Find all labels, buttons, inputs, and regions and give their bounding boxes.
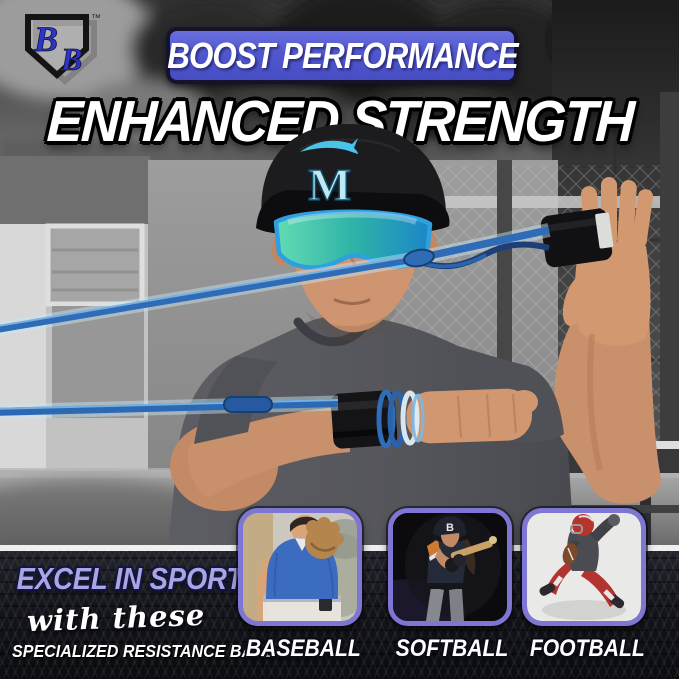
sport-label-football: FOOTBALL — [529, 635, 645, 662]
crossed-arm — [170, 356, 538, 511]
band-coils — [376, 389, 425, 449]
home-plate-logo-icon — [25, 14, 97, 86]
athlete-head: M — [256, 124, 450, 340]
softball-batter-photo: B — [393, 513, 507, 621]
sport-label-softball: SOFTBALL — [395, 635, 509, 662]
brand-logo: B B ™ — [25, 13, 101, 86]
sport-card-baseball — [238, 508, 362, 626]
raised-arm — [554, 177, 662, 504]
helmet-letter: B — [446, 522, 454, 534]
sport-card-football — [522, 508, 646, 626]
footer-heading: EXCEL IN SPORTS — [16, 561, 262, 596]
logo-letter-b1: B — [33, 19, 58, 59]
sport-label-baseball: BASEBALL — [245, 635, 361, 662]
sport-card-softball: B — [388, 508, 512, 626]
footer-caps-line: SPECIALIZED RESISTANCE BANDS — [11, 641, 288, 661]
marlins-cap-logo-icon: M — [300, 138, 358, 211]
cap-letter: M — [308, 159, 351, 210]
wrist-cuff-right — [540, 208, 614, 268]
resistance-band-top — [0, 223, 551, 336]
banner-text: BOOST PERFORMANCE — [166, 34, 518, 76]
football-runner-photo — [527, 513, 641, 621]
footer-script-line: with these — [26, 597, 206, 639]
baseball-pitcher-photo — [243, 513, 357, 621]
boost-performance-banner: BOOST PERFORMANCE — [166, 27, 518, 84]
trademark-symbol: ™ — [91, 13, 101, 24]
logo-letter-b2: B — [60, 41, 82, 77]
athlete-with-resistance-bands-photo: M — [0, 124, 662, 546]
resistance-band-bottom — [0, 395, 339, 420]
